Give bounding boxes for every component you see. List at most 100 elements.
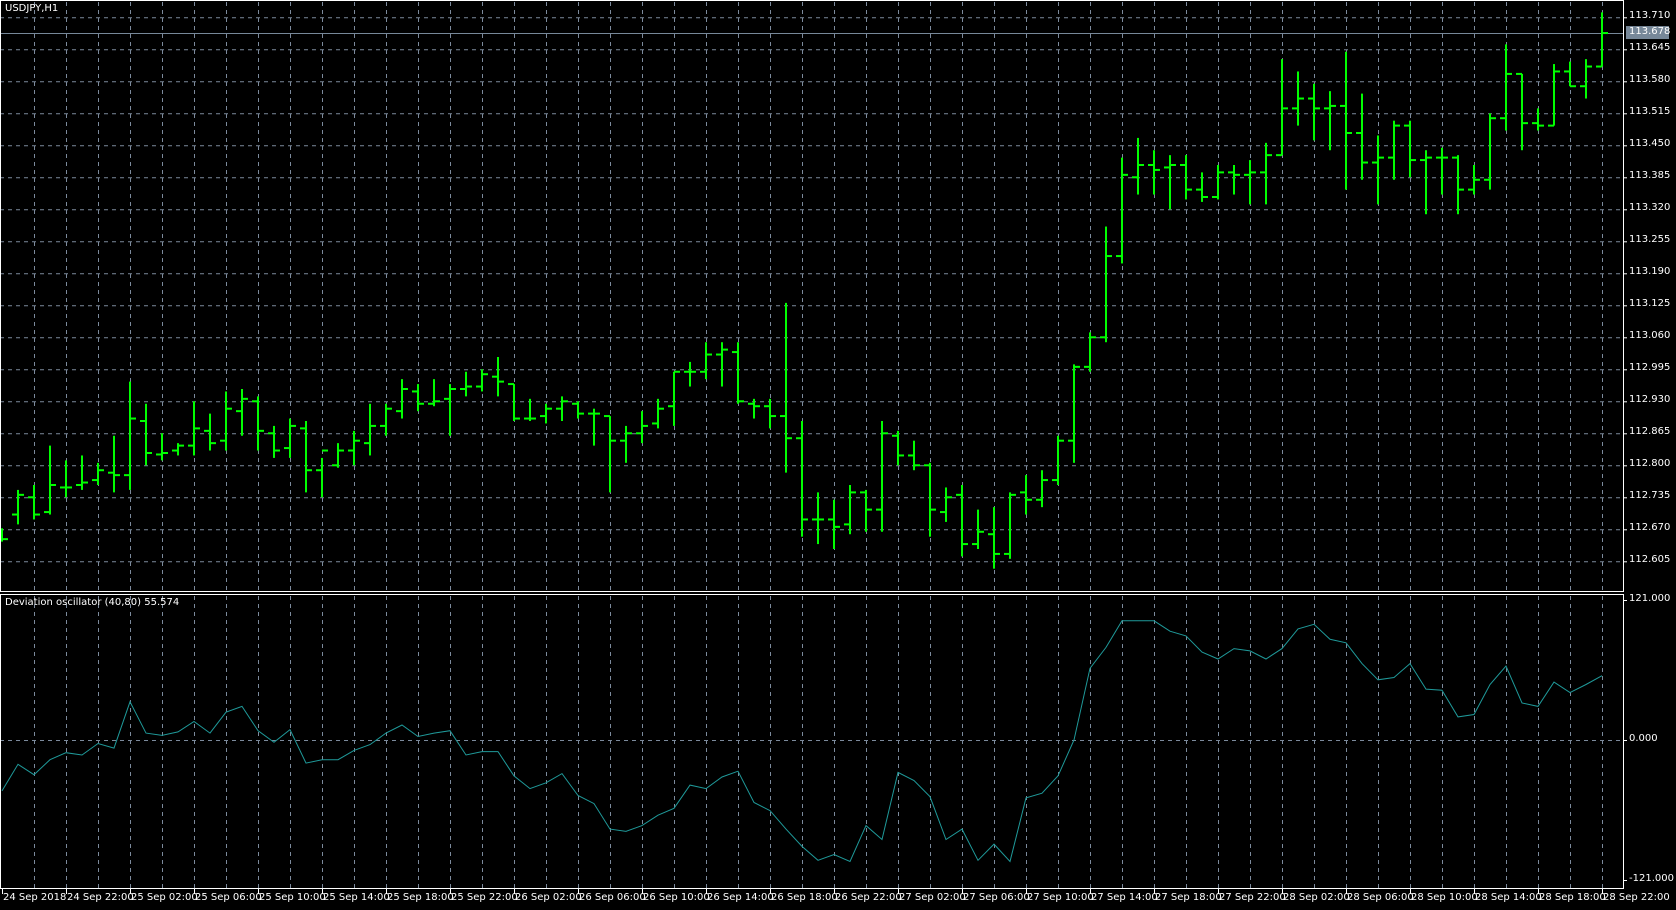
price-bar — [12, 489, 24, 525]
price-axis-label: 112.670 — [1629, 522, 1671, 534]
price-bar — [1548, 64, 1560, 127]
price-bar — [1148, 150, 1160, 195]
price-bar — [988, 507, 1000, 569]
price-bar — [1468, 164, 1480, 195]
price-bar — [924, 462, 936, 537]
time-axis-label: 28 Sep 06:00 — [1347, 892, 1414, 903]
price-bar — [140, 403, 152, 466]
price-bar — [1564, 61, 1576, 88]
price-bar — [1228, 164, 1240, 195]
price-bar — [1084, 332, 1096, 372]
time-axis-label: 25 Sep 14:00 — [323, 892, 390, 903]
time-axis-label: 27 Sep 22:00 — [1219, 892, 1286, 903]
price-bar — [284, 418, 296, 458]
time-axis-label: 25 Sep 02:00 — [131, 892, 198, 903]
price-bar — [28, 484, 40, 520]
price-bar — [828, 499, 840, 549]
price-bar — [124, 381, 136, 490]
price-axis-label: 112.865 — [1629, 426, 1671, 438]
time-axis-label: 24 Sep 22:00 — [67, 892, 134, 903]
price-bar — [1404, 120, 1416, 178]
price-bar — [668, 370, 680, 426]
price-axis-label: 113.320 — [1629, 202, 1671, 214]
price-bar — [348, 430, 360, 466]
time-axis-label: 26 Sep 18:00 — [771, 892, 838, 903]
time-axis-label: 27 Sep 10:00 — [1027, 892, 1094, 903]
price-axis-label: 112.995 — [1629, 362, 1671, 374]
price-bar — [780, 302, 792, 473]
price-bar — [1292, 71, 1304, 126]
price-bar — [1420, 150, 1432, 215]
price-bar — [1004, 492, 1016, 559]
price-bar — [1260, 142, 1272, 205]
time-axis-label: 27 Sep 14:00 — [1091, 892, 1158, 903]
price-bar — [1500, 44, 1512, 131]
price-bar — [188, 401, 200, 456]
oscillator-axis-label: -121.000 — [1629, 873, 1674, 884]
price-bar — [972, 509, 984, 549]
price-bar — [60, 460, 72, 498]
price-bar — [316, 449, 328, 498]
price-bar — [460, 371, 472, 397]
price-bar — [844, 484, 856, 535]
price-bar — [428, 379, 440, 407]
price-bar — [172, 443, 184, 456]
price-bar — [1372, 135, 1384, 205]
time-axis-label: 24 Sep 2018 — [3, 892, 67, 903]
price-bar — [636, 411, 648, 444]
price-bar — [1116, 157, 1128, 264]
oscillator-title: Deviation oscillator (40,80) 55.574 — [5, 597, 180, 608]
price-axis-label: 112.735 — [1629, 490, 1671, 502]
price-axis-label: 112.800 — [1629, 458, 1671, 470]
price-bar — [764, 398, 776, 429]
time-axis-label: 28 Sep 18:00 — [1539, 892, 1606, 903]
price-axis-label: 113.580 — [1629, 74, 1671, 86]
price-bar — [1340, 51, 1352, 190]
price-bar — [1388, 120, 1400, 180]
price-bar — [1100, 226, 1112, 343]
price-axis-label: 113.515 — [1629, 106, 1671, 118]
price-bar — [572, 401, 584, 419]
price-bar — [1132, 137, 1144, 195]
price-bar — [1180, 155, 1192, 200]
price-axis-label: 113.710 — [1629, 10, 1671, 22]
price-bar — [652, 398, 664, 429]
price-bar — [604, 415, 616, 493]
price-bar — [1164, 155, 1176, 210]
price-axis-label: 113.255 — [1629, 234, 1671, 246]
price-bar — [476, 369, 488, 392]
price-bar — [1196, 172, 1208, 202]
price-bar — [156, 433, 168, 461]
time-axis-label: 26 Sep 02:00 — [515, 892, 582, 903]
price-bar — [556, 396, 568, 421]
price-bar — [92, 462, 104, 485]
oscillator-axis-label: 121.000 — [1629, 593, 1671, 604]
price-bar — [748, 398, 760, 419]
price-bar — [380, 403, 392, 436]
price-bar — [524, 398, 536, 421]
price-axis-label: 113.190 — [1629, 266, 1671, 278]
price-bar — [540, 403, 552, 424]
price-bar — [1324, 91, 1336, 151]
price-bar — [44, 445, 56, 515]
price-bar — [444, 384, 456, 436]
price-bar — [1052, 435, 1064, 485]
price-bar — [76, 455, 88, 490]
price-bar — [1596, 12, 1608, 68]
price-bar — [1308, 83, 1320, 141]
price-bar — [1484, 113, 1496, 190]
time-axis-label: 28 Sep 02:00 — [1283, 892, 1350, 903]
price-bar — [1452, 155, 1464, 215]
time-axis-label: 26 Sep 14:00 — [707, 892, 774, 903]
time-axis-label: 25 Sep 22:00 — [451, 892, 518, 903]
price-bar — [1276, 59, 1288, 157]
time-axis-label: 28 Sep 10:00 — [1411, 892, 1478, 903]
price-bar — [300, 420, 312, 493]
price-bar — [908, 440, 920, 471]
time-axis-label: 27 Sep 02:00 — [899, 892, 966, 903]
oscillator-pane-frame — [0, 594, 1624, 889]
time-axis-label: 28 Sep 14:00 — [1475, 892, 1542, 903]
price-bar — [620, 425, 632, 463]
price-axis-label: 113.385 — [1629, 170, 1671, 182]
